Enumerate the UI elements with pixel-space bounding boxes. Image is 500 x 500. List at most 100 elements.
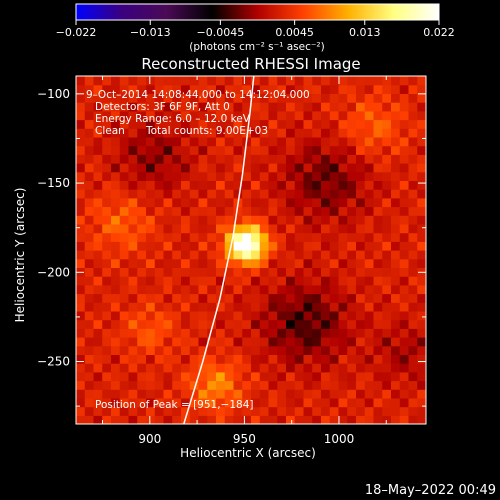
heatmap-cell	[189, 136, 200, 147]
heatmap-cell	[268, 241, 278, 251]
heatmap-cell	[294, 189, 305, 199]
heatmap-cell	[189, 267, 200, 277]
heatmap-cell	[408, 415, 418, 424]
heatmap-cell	[259, 136, 270, 147]
heatmap-cell	[417, 380, 426, 390]
heatmap-cell	[356, 128, 366, 138]
heatmap-cell	[391, 276, 401, 286]
heatmap-cell	[303, 136, 313, 147]
heatmap-cell	[93, 223, 103, 234]
heatmap-cell	[137, 345, 147, 355]
heatmap-cell	[408, 119, 418, 129]
heatmap-cell	[338, 302, 348, 312]
heatmap-cell	[76, 145, 86, 155]
heatmap-cell	[137, 84, 147, 94]
heatmap-cell	[163, 102, 173, 112]
heatmap-cell	[216, 102, 226, 112]
heatmap-cell	[277, 76, 287, 86]
heatmap-cell	[347, 154, 357, 164]
heatmap-cell	[417, 223, 426, 234]
heatmap-cell	[408, 171, 418, 181]
heatmap-cell	[268, 389, 278, 399]
heatmap-cell	[242, 154, 252, 164]
heatmap-cell	[294, 110, 305, 121]
heatmap-cell	[356, 84, 366, 94]
y-tick-label: −150	[37, 176, 70, 190]
heatmap-cell	[382, 258, 392, 268]
heatmap-cell	[294, 197, 305, 208]
heatmap-cell	[356, 293, 366, 303]
heatmap-cell	[347, 302, 357, 312]
solar-limb-curve	[183, 76, 255, 424]
heatmap-cell	[128, 302, 138, 312]
heatmap-cell	[163, 371, 173, 382]
heatmap-cell	[128, 93, 138, 103]
heatmap-cell	[76, 128, 86, 138]
heatmap-cell	[154, 337, 165, 347]
heatmap-cell	[128, 171, 138, 181]
heatmap-cell	[251, 189, 261, 199]
heatmap-cell	[277, 406, 287, 416]
heatmap-cell	[391, 371, 401, 382]
heatmap-cell	[154, 406, 165, 416]
heatmap-cell	[137, 102, 147, 112]
heatmap-cell	[181, 267, 191, 277]
heatmap-cell	[154, 102, 165, 112]
heatmap-cell	[216, 197, 226, 208]
heatmap-cell	[146, 102, 156, 112]
heatmap-cell	[216, 84, 226, 94]
heatmap-cell	[382, 345, 392, 355]
heatmap-cell	[102, 76, 112, 86]
heatmap-cell	[137, 197, 147, 208]
heatmap-cell	[356, 354, 366, 364]
heatmap-cell	[312, 241, 322, 251]
heatmap-cell	[277, 93, 287, 103]
heatmap-cell	[242, 215, 252, 225]
heatmap-cell	[233, 345, 243, 355]
heatmap-cell	[84, 337, 95, 347]
heatmap-cell	[172, 319, 182, 329]
heatmap-cell	[102, 145, 112, 155]
colorbar: −0.022 −0.013 −0.0045 0.0045 0.013 0.022 (pho…	[56, 3, 455, 53]
heatmap-cell	[251, 84, 261, 94]
heatmap-cell	[128, 337, 138, 347]
heatmap-cell	[356, 102, 366, 112]
heatmap-cell	[84, 284, 95, 295]
heatmap-cell	[146, 163, 156, 173]
heatmap-cell	[189, 406, 200, 416]
heatmap-cell	[102, 354, 112, 364]
heatmap-cell	[216, 206, 226, 216]
heatmap-cell	[93, 310, 103, 321]
heatmap-cell	[408, 180, 418, 190]
heatmap-cell	[417, 197, 426, 208]
heatmap-cell	[338, 284, 348, 295]
heatmap-cell	[338, 337, 348, 347]
heatmap-cell	[224, 258, 235, 268]
heatmap-cell	[102, 136, 112, 147]
heatmap-cell	[198, 93, 208, 103]
heatmap-cell	[417, 363, 426, 373]
heatmap-cell	[146, 406, 156, 416]
heatmap-cell	[417, 310, 426, 321]
heatmap-cell	[119, 328, 130, 338]
heatmap-cell	[216, 154, 226, 164]
heatmap-cell	[224, 180, 235, 190]
heatmap-cell	[163, 337, 173, 347]
heatmap-cell	[128, 310, 138, 321]
heatmap-cell	[399, 110, 410, 121]
heatmap-cell	[277, 128, 287, 138]
heatmap-cell	[356, 145, 366, 155]
heatmap-cell	[119, 276, 130, 286]
heatmap-cell	[382, 232, 392, 242]
heatmap-cell	[347, 276, 357, 286]
heatmap-cell	[321, 293, 331, 303]
heatmap-cell	[294, 241, 305, 251]
heatmap-cell	[294, 345, 305, 355]
heatmap-cell	[233, 319, 243, 329]
heatmap-cell	[128, 397, 138, 408]
heatmap-cell	[356, 284, 366, 295]
heatmap-cell	[189, 197, 200, 208]
heatmap-cell	[207, 206, 217, 216]
heatmap-cell	[163, 363, 173, 373]
heatmap-cell	[146, 241, 156, 251]
